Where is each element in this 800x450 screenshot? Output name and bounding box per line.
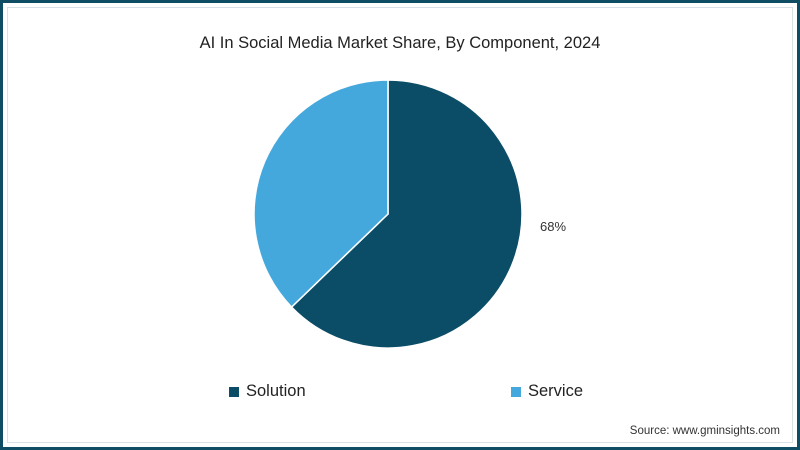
legend-label-service: Service bbox=[528, 382, 584, 400]
legend-label-solution: Solution bbox=[246, 382, 306, 400]
pie-slice-service bbox=[253, 79, 389, 309]
pie-slice-solution bbox=[290, 79, 523, 349]
chart-title: AI In Social Media Market Share, By Comp… bbox=[199, 34, 601, 52]
source-note: Source: www.gminsights.com bbox=[629, 425, 780, 437]
solution-percentage-label: 68% bbox=[540, 219, 567, 234]
legend-item-solution: Solution bbox=[229, 382, 306, 401]
legend-swatch-solution bbox=[229, 386, 239, 397]
chart-inner-border bbox=[7, 7, 793, 443]
legend-item-service: Service bbox=[511, 382, 583, 401]
legend-swatch-service bbox=[511, 386, 521, 397]
